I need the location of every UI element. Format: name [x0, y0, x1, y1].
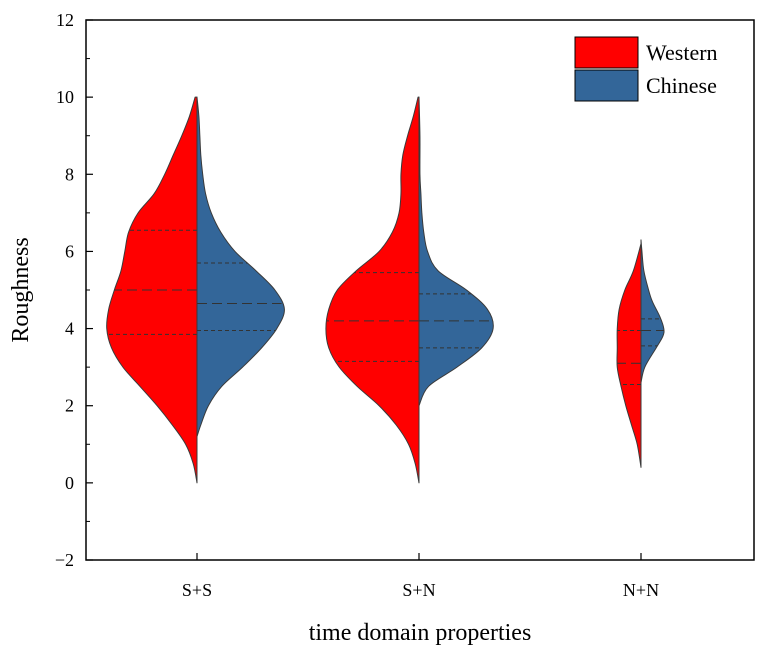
y-tick-label: 6 [65, 241, 74, 261]
y-tick-label: 2 [65, 396, 74, 416]
violin-western-N+N [616, 243, 642, 468]
y-tick-label: −2 [55, 550, 74, 570]
plot-area [106, 96, 665, 484]
x-tick-label: S+S [182, 580, 212, 600]
y-tick-label: 8 [65, 164, 74, 184]
violin-chinese-S+S [196, 96, 285, 438]
violin-chinese-S+N [418, 96, 494, 407]
legend-swatch-western [574, 36, 639, 69]
legend-label-western: Western [646, 40, 718, 65]
y-tick-label: 10 [56, 87, 74, 107]
axes: −2 0 2 4 6 8 10 12 S+S S+N N+N [55, 10, 659, 600]
violin-chinese-N+N [640, 239, 665, 384]
legend: Western Chinese [574, 36, 718, 102]
y-tick-label: 4 [65, 319, 74, 339]
violin-western-S+N [325, 96, 420, 484]
legend-label-chinese: Chinese [646, 73, 717, 98]
legend-swatch-chinese [574, 69, 639, 102]
x-tick-label: N+N [623, 580, 659, 600]
y-axis-title: Roughness [8, 237, 34, 342]
y-tick-label: 0 [65, 473, 74, 493]
y-tick-label: 12 [56, 10, 74, 30]
x-tick-label: S+N [402, 580, 435, 600]
x-axis-title: time domain properties [309, 620, 532, 646]
